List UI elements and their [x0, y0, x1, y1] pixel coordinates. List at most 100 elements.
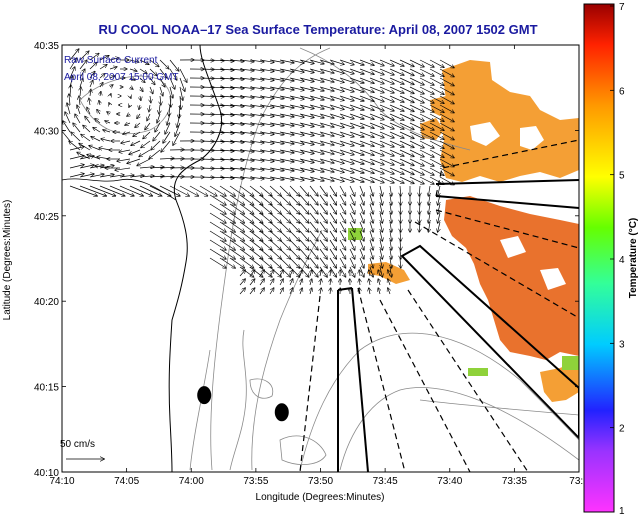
- current-vector: [209, 132, 224, 133]
- current-vector: [131, 140, 141, 145]
- current-vector: [349, 194, 355, 205]
- current-vector: [390, 239, 392, 250]
- current-vector: [209, 168, 224, 169]
- current-vector: [289, 248, 300, 259]
- current-vector: [89, 174, 104, 178]
- current-vector: [109, 58, 119, 60]
- current-vector: [380, 221, 382, 232]
- current-vector: [380, 185, 382, 196]
- current-vector: [419, 59, 434, 67]
- current-vector: [269, 176, 284, 180]
- current-vector: [239, 132, 254, 134]
- current-vector: [428, 203, 430, 214]
- current-vector: [359, 158, 374, 164]
- current-vector: [299, 266, 309, 277]
- current-vector: [299, 212, 309, 223]
- current-vector: [259, 194, 272, 205]
- current-vector: [219, 221, 235, 232]
- current-vector: [329, 113, 344, 118]
- current-vector: [139, 59, 149, 64]
- current-vector: [239, 230, 254, 241]
- current-vector: [150, 86, 153, 94]
- current-vector: [73, 123, 81, 133]
- current-vector: [309, 266, 318, 277]
- current-vector: [149, 104, 150, 112]
- current-vector: [309, 212, 318, 223]
- current-vector: [289, 131, 304, 135]
- current-vector: [319, 185, 327, 196]
- current-vector: [439, 113, 454, 122]
- current-vector: [149, 59, 159, 67]
- current-vector: [289, 68, 304, 72]
- current-vector: [359, 248, 364, 259]
- current-vector: [87, 107, 91, 115]
- current-vector: [249, 168, 264, 170]
- current-vector: [259, 176, 274, 179]
- current-vector: [179, 86, 183, 100]
- current-vector: [329, 131, 344, 136]
- current-vector: [97, 110, 100, 115]
- current-vector: [69, 49, 79, 61]
- current-vector: [249, 78, 264, 80]
- colorbar-tick-label: 7: [619, 2, 625, 13]
- current-vector: [141, 140, 151, 148]
- sst-gap: [540, 268, 566, 290]
- current-vector: [379, 122, 394, 129]
- current-vector: [309, 140, 324, 145]
- current-vector: [229, 105, 244, 106]
- current-vector: [259, 77, 274, 80]
- current-vector: [229, 168, 244, 169]
- current-vector: [269, 68, 284, 72]
- current-vector: [390, 257, 392, 268]
- current-vector: [249, 87, 264, 89]
- current-vector: [299, 131, 314, 136]
- current-vector: [309, 131, 324, 136]
- current-vector: [359, 279, 360, 286]
- current-vector: [419, 131, 434, 139]
- current-vector: [409, 95, 424, 103]
- current-vector: [77, 152, 91, 160]
- current-vector: [349, 176, 364, 182]
- current-vector: [219, 230, 235, 241]
- current-vector: [259, 149, 274, 152]
- current-vector: [239, 177, 254, 179]
- current-vector: [349, 149, 364, 155]
- current-vector: [319, 77, 334, 82]
- current-vector: [399, 77, 414, 85]
- current-vector: [279, 131, 294, 135]
- current-vector: [69, 165, 84, 169]
- current-vector: [279, 257, 290, 268]
- current-vector: [299, 221, 309, 232]
- current-vector: [289, 176, 304, 180]
- current-vector: [329, 158, 344, 163]
- current-vector: [137, 158, 151, 166]
- current-vector: [339, 167, 354, 173]
- current-vector: [279, 212, 290, 223]
- current-vector: [319, 266, 327, 277]
- current-vector: [389, 95, 404, 102]
- colorbar-label: Temperature (°C): [628, 218, 639, 299]
- current-vector: [319, 95, 334, 100]
- current-vector: [349, 158, 364, 164]
- current-vector: [249, 177, 264, 179]
- current-vector: [209, 212, 226, 223]
- current-vector: [359, 122, 374, 128]
- current-vector: [409, 86, 424, 94]
- current-vector: [409, 167, 424, 175]
- current-vector: [419, 185, 420, 196]
- current-vector: [369, 203, 373, 214]
- current-vector: [399, 158, 414, 166]
- current-vector: [239, 257, 254, 268]
- current-vector: [249, 96, 264, 98]
- current-vector: [259, 104, 274, 107]
- current-vector: [339, 158, 354, 164]
- current-vector: [109, 175, 124, 177]
- current-vector: [359, 86, 374, 92]
- current-vector: [269, 257, 281, 268]
- current-vector: [409, 149, 424, 157]
- current-vector: [309, 95, 324, 100]
- current-vector: [339, 185, 346, 196]
- current-vector: [379, 68, 394, 75]
- current-vector: [319, 149, 334, 154]
- current-vector: [369, 167, 384, 174]
